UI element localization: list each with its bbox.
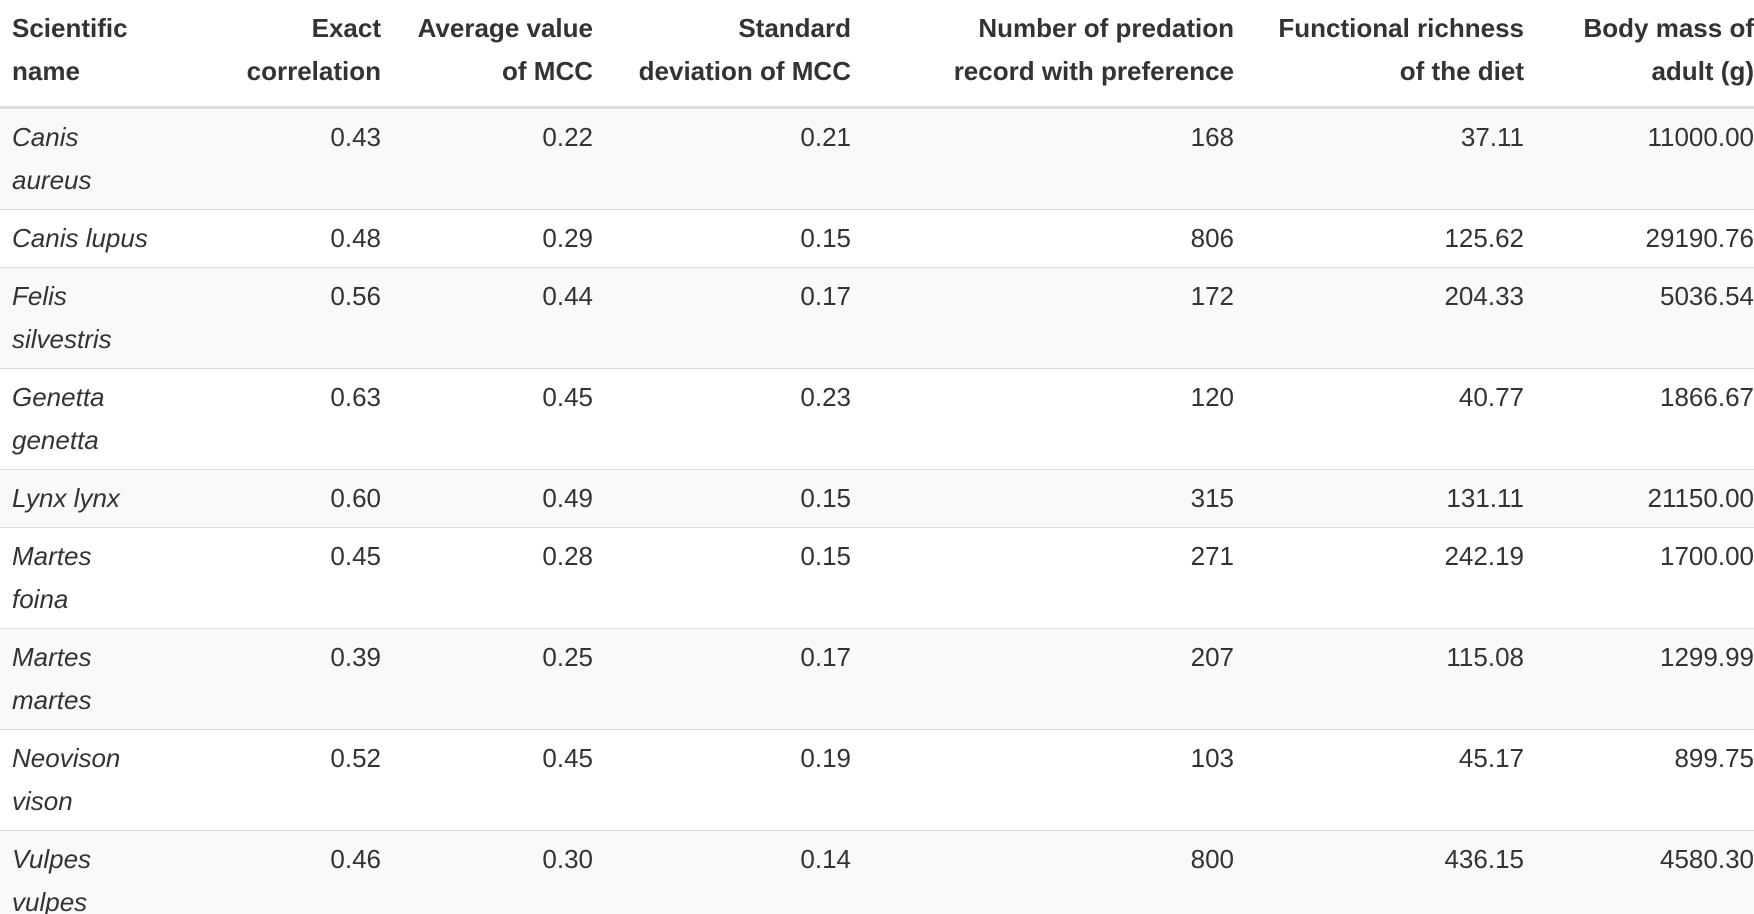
cell-sd-mcc: 0.15	[593, 469, 851, 528]
header-body-mass: Body mass of adult (g)	[1524, 0, 1754, 109]
header-line: record with preference	[953, 56, 1234, 86]
cell-body-mass: 11000.00	[1524, 107, 1754, 210]
header-average-mcc: Average value of MCC	[381, 0, 593, 109]
cell-functional-richness: 125.62	[1234, 209, 1524, 268]
header-line: Scientific	[12, 13, 128, 43]
table-row: Martes martes 0.39 0.25 0.17 207 115.08 …	[0, 628, 1754, 730]
cell-scientific-name: Canis aureus	[0, 107, 155, 210]
cell-exact-correlation: 0.63	[155, 368, 381, 470]
cell-average-mcc: 0.28	[381, 527, 593, 629]
cell-average-mcc: 0.44	[381, 267, 593, 369]
cell-sd-mcc: 0.21	[593, 107, 851, 210]
cell-body-mass: 1700.00	[1524, 527, 1754, 629]
cell-functional-richness: 242.19	[1234, 527, 1524, 629]
cell-functional-richness: 204.33	[1234, 267, 1524, 369]
header-functional-richness: Functional richness of the diet	[1234, 0, 1524, 109]
cell-predation-records: 120	[851, 368, 1234, 470]
table-row: Felis silvestris 0.56 0.44 0.17 172 204.…	[0, 267, 1754, 369]
header-predation-records: Number of predation record with preferen…	[851, 0, 1234, 109]
header-line: deviation of MCC	[638, 56, 851, 86]
header-sd-mcc: Standard deviation of MCC	[593, 0, 851, 109]
cell-average-mcc: 0.45	[381, 368, 593, 470]
header-exact-correlation: Exact correlation	[155, 0, 381, 109]
header-line: Body mass of	[1583, 13, 1754, 43]
cell-body-mass: 1299.99	[1524, 628, 1754, 730]
cell-average-mcc: 0.22	[381, 107, 593, 210]
table-row: Genetta genetta 0.63 0.45 0.23 120 40.77…	[0, 368, 1754, 470]
cell-functional-richness: 40.77	[1234, 368, 1524, 470]
cell-body-mass: 1866.67	[1524, 368, 1754, 470]
cell-predation-records: 168	[851, 107, 1234, 210]
table-row: Vulpes vulpes 0.46 0.30 0.14 800 436.15 …	[0, 830, 1754, 914]
cell-scientific-name: Genetta genetta	[0, 368, 155, 470]
cell-body-mass: 899.75	[1524, 729, 1754, 831]
table-row: Canis aureus 0.43 0.22 0.21 168 37.11 11…	[0, 107, 1754, 210]
cell-scientific-name: Martes martes	[0, 628, 155, 730]
table-row: Canis lupus 0.48 0.29 0.15 806 125.62 29…	[0, 209, 1754, 268]
table-body: Canis aureus 0.43 0.22 0.21 168 37.11 11…	[0, 107, 1754, 914]
cell-body-mass: 21150.00	[1524, 469, 1754, 528]
cell-sd-mcc: 0.14	[593, 830, 851, 914]
cell-sd-mcc: 0.17	[593, 267, 851, 369]
cell-sd-mcc: 0.23	[593, 368, 851, 470]
cell-average-mcc: 0.49	[381, 469, 593, 528]
header-line: correlation	[246, 56, 381, 86]
cell-body-mass: 29190.76	[1524, 209, 1754, 268]
header-line: adult (g)	[1651, 56, 1754, 86]
cell-functional-richness: 115.08	[1234, 628, 1524, 730]
cell-exact-correlation: 0.43	[155, 107, 381, 210]
cell-average-mcc: 0.29	[381, 209, 593, 268]
cell-scientific-name: Lynx lynx	[0, 469, 155, 528]
cell-exact-correlation: 0.45	[155, 527, 381, 629]
cell-exact-correlation: 0.39	[155, 628, 381, 730]
cell-functional-richness: 45.17	[1234, 729, 1524, 831]
cell-average-mcc: 0.30	[381, 830, 593, 914]
table-row: Martes foina 0.45 0.28 0.15 271 242.19 1…	[0, 527, 1754, 629]
cell-exact-correlation: 0.60	[155, 469, 381, 528]
cell-predation-records: 315	[851, 469, 1234, 528]
cell-predation-records: 172	[851, 267, 1234, 369]
cell-body-mass: 5036.54	[1524, 267, 1754, 369]
cell-sd-mcc: 0.15	[593, 209, 851, 268]
cell-predation-records: 806	[851, 209, 1234, 268]
cell-scientific-name: Felis silvestris	[0, 267, 155, 369]
cell-functional-richness: 436.15	[1234, 830, 1524, 914]
cell-average-mcc: 0.45	[381, 729, 593, 831]
header-scientific-name: Scientific name	[0, 0, 155, 109]
header-line: Standard	[738, 13, 851, 43]
cell-predation-records: 103	[851, 729, 1234, 831]
cell-scientific-name: Vulpes vulpes	[0, 830, 155, 914]
cell-exact-correlation: 0.56	[155, 267, 381, 369]
header-line: Number of predation	[978, 13, 1234, 43]
cell-predation-records: 800	[851, 830, 1234, 914]
cell-sd-mcc: 0.15	[593, 527, 851, 629]
header-row: Scientific name Exact correlation Averag…	[0, 0, 1754, 109]
header-line: Average value	[417, 13, 593, 43]
table-row: Lynx lynx 0.60 0.49 0.15 315 131.11 2115…	[0, 469, 1754, 528]
cell-functional-richness: 37.11	[1234, 107, 1524, 210]
cell-scientific-name: Martes foina	[0, 527, 155, 629]
cell-functional-richness: 131.11	[1234, 469, 1524, 528]
header-line: Functional richness	[1278, 13, 1524, 43]
cell-exact-correlation: 0.48	[155, 209, 381, 268]
header-line: name	[12, 56, 80, 86]
table-row: Neovison vison 0.52 0.45 0.19 103 45.17 …	[0, 729, 1754, 831]
cell-predation-records: 207	[851, 628, 1234, 730]
cell-exact-correlation: 0.52	[155, 729, 381, 831]
cell-scientific-name: Neovison vison	[0, 729, 155, 831]
cell-sd-mcc: 0.19	[593, 729, 851, 831]
table-header: Scientific name Exact correlation Averag…	[0, 0, 1754, 109]
header-line: of MCC	[502, 56, 593, 86]
cell-scientific-name: Canis lupus	[0, 209, 155, 268]
cell-sd-mcc: 0.17	[593, 628, 851, 730]
cell-exact-correlation: 0.46	[155, 830, 381, 914]
header-line: Exact	[311, 13, 381, 43]
cell-body-mass: 4580.30	[1524, 830, 1754, 914]
cell-predation-records: 271	[851, 527, 1234, 629]
cell-average-mcc: 0.25	[381, 628, 593, 730]
header-line: of the diet	[1399, 56, 1524, 86]
